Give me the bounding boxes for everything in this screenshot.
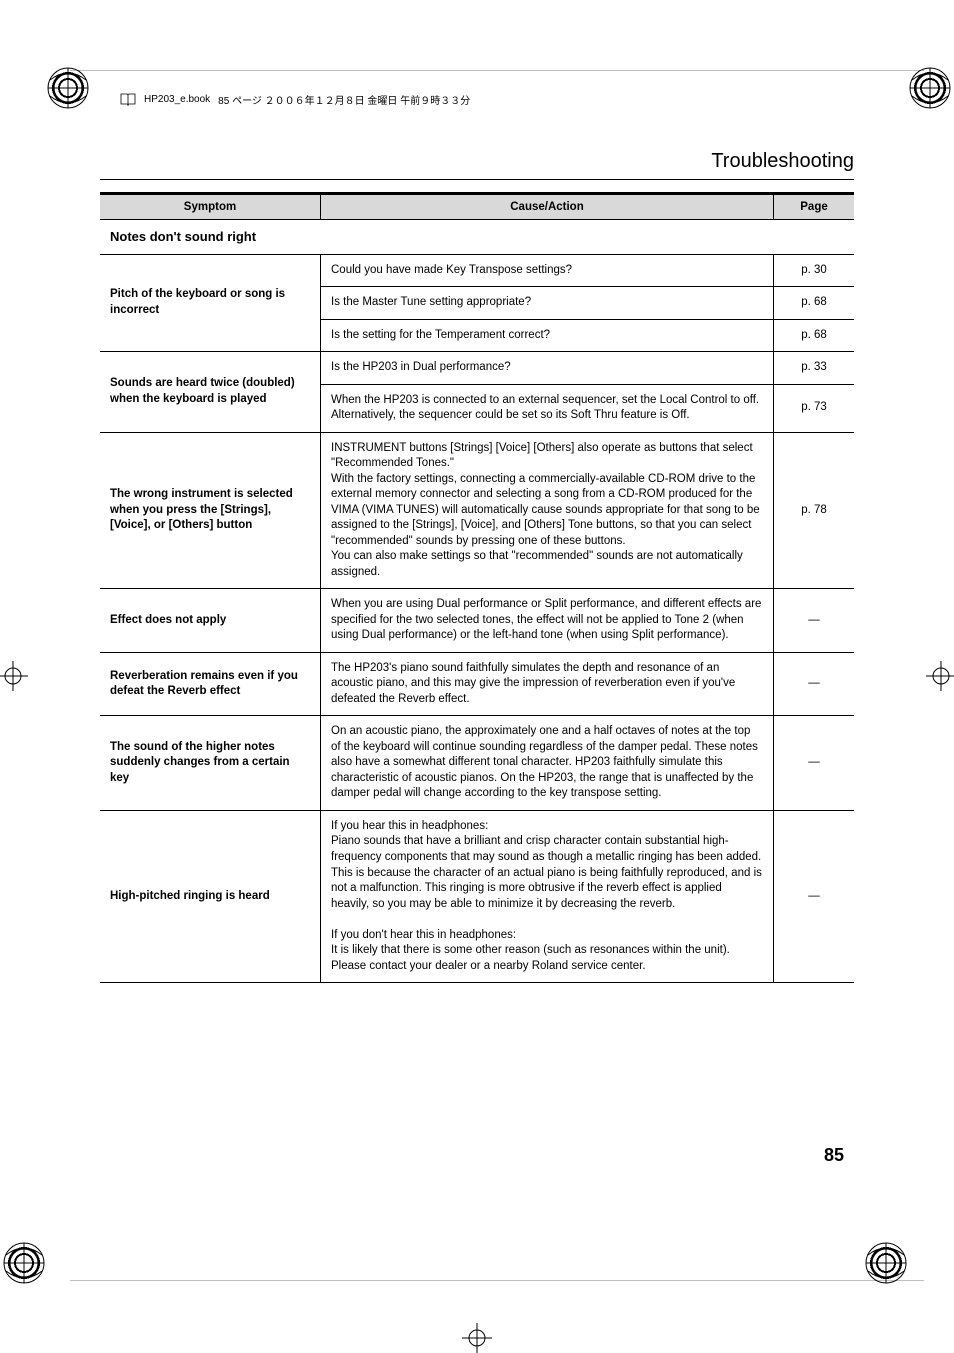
print-mark-tr	[900, 58, 954, 118]
symptom-cell: Reverberation remains even if you defeat…	[100, 652, 321, 716]
symptom-cell: High-pitched ringing is heard	[100, 810, 321, 982]
cause-cell: Is the HP203 in Dual performance?	[321, 352, 774, 385]
section-title: Troubleshooting	[100, 150, 854, 173]
page-ref-cell: p. 73	[774, 384, 855, 432]
symptom-cell: Sounds are heard twice (doubled) when th…	[100, 352, 321, 433]
cause-cell: When you are using Dual performance or S…	[321, 589, 774, 653]
page-number: 85	[824, 1145, 844, 1166]
cause-cell: Is the setting for the Temperament corre…	[321, 319, 774, 352]
print-header: HP203_e.book 85 ページ ２００６年１２月８日 金曜日 午前９時３…	[120, 92, 470, 107]
cause-cell: On an acoustic piano, the approximately …	[321, 716, 774, 811]
page-ref-cell: —	[774, 716, 855, 811]
symptom-cell: Effect does not apply	[100, 589, 321, 653]
page-ref-cell: —	[774, 810, 855, 982]
page-ref-cell: —	[774, 589, 855, 653]
col-symptom: Symptom	[100, 194, 321, 220]
cause-cell: When the HP203 is connected to an extern…	[321, 384, 774, 432]
page-ref-cell: p. 33	[774, 352, 855, 385]
cause-cell: INSTRUMENT buttons [Strings] [Voice] [Ot…	[321, 432, 774, 589]
symptom-cell: The wrong instrument is selected when yo…	[100, 432, 321, 589]
page-ref-cell: p. 78	[774, 432, 855, 589]
symptom-cell: The sound of the higher notes suddenly c…	[100, 716, 321, 811]
registration-mark-left	[0, 661, 28, 691]
page-ref-cell: p. 30	[774, 254, 855, 287]
troubleshoot-table: Symptom Cause/Action Page Notes don't so…	[100, 192, 854, 983]
cause-cell: Could you have made Key Transpose settin…	[321, 254, 774, 287]
page-container: HP203_e.book 85 ページ ２００６年１２月８日 金曜日 午前９時３…	[0, 0, 954, 1351]
registration-mark-right	[926, 661, 954, 691]
registration-mark-bottom	[462, 1323, 492, 1353]
header-filename: HP203_e.book	[144, 94, 210, 105]
section-rule	[100, 179, 854, 180]
print-mark-tl	[38, 58, 98, 118]
header-page-info: 85 ページ ２００６年１２月８日 金曜日 午前９時３３分	[218, 92, 470, 107]
book-icon	[120, 93, 136, 107]
page-ref-cell: —	[774, 652, 855, 716]
cause-cell: If you hear this in headphones: Piano so…	[321, 810, 774, 982]
section-heading: Notes don't sound right	[100, 220, 854, 255]
cause-cell: Is the Master Tune setting appropriate?	[321, 287, 774, 320]
page-ref-cell: p. 68	[774, 287, 855, 320]
cause-cell: The HP203's piano sound faithfully simul…	[321, 652, 774, 716]
symptom-cell: Pitch of the keyboard or song is incorre…	[100, 254, 321, 352]
print-mark-bl	[0, 1233, 54, 1293]
col-page: Page	[774, 194, 855, 220]
print-mark-br	[856, 1233, 916, 1293]
col-cause: Cause/Action	[321, 194, 774, 220]
page-ref-cell: p. 68	[774, 319, 855, 352]
